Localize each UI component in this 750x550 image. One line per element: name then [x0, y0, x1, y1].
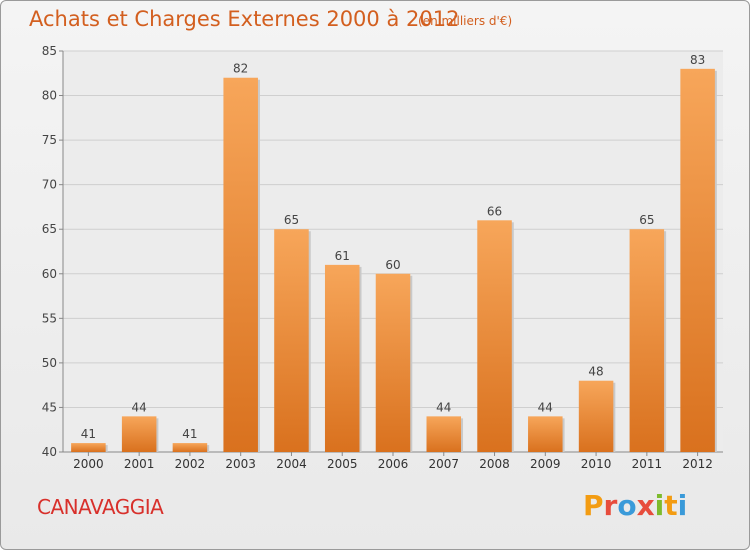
x-tick-label: 2009 — [530, 457, 561, 471]
chart-title: Achats et Charges Externes 2000 à 2012 — [29, 7, 460, 31]
data-label: 65 — [284, 213, 299, 227]
bar — [629, 229, 665, 452]
bar — [223, 77, 258, 452]
logo-letter: i — [654, 489, 665, 522]
bar — [578, 380, 614, 452]
y-tick-label: 85 — [42, 44, 57, 58]
bar — [324, 264, 360, 452]
y-tick-label: 75 — [42, 133, 57, 147]
bar — [477, 220, 512, 452]
x-tick-label: 2002 — [175, 457, 206, 471]
x-tick-label: 2005 — [327, 457, 358, 471]
bar — [274, 229, 309, 452]
bar — [426, 416, 462, 452]
data-label: 60 — [385, 258, 400, 272]
proxiti-logo: Proxiti — [583, 489, 687, 522]
y-tick-label: 45 — [42, 400, 57, 414]
y-tick-label: 60 — [42, 267, 57, 281]
y-tick-label: 80 — [42, 89, 57, 103]
logo-letter: t — [664, 489, 678, 522]
logo-letter: i — [677, 489, 688, 522]
x-tick-label: 2004 — [276, 457, 307, 471]
y-tick-label: 50 — [42, 356, 57, 370]
data-label: 82 — [233, 62, 248, 76]
bar — [528, 416, 563, 452]
data-label: 44 — [436, 400, 451, 414]
x-tick-label: 2000 — [73, 457, 104, 471]
logo-letter: P — [583, 489, 604, 522]
data-label: 65 — [639, 213, 654, 227]
data-label: 41 — [81, 427, 96, 441]
data-label: 44 — [132, 400, 147, 414]
data-label: 44 — [538, 400, 553, 414]
x-tick-label: 2008 — [479, 457, 510, 471]
x-tick-label: 2010 — [581, 457, 612, 471]
location-name: CANAVAGGIA — [37, 495, 164, 519]
bar — [71, 443, 106, 452]
x-tick-label: 2007 — [428, 457, 459, 471]
x-tick-label: 2011 — [632, 457, 663, 471]
bar — [375, 273, 411, 452]
logo-letter: x — [636, 489, 655, 522]
logo-letter: o — [617, 489, 637, 522]
x-tick-label: 2001 — [124, 457, 155, 471]
y-tick-label: 70 — [42, 178, 57, 192]
bar — [121, 416, 157, 452]
bar — [172, 443, 208, 452]
data-label: 66 — [487, 204, 502, 218]
y-tick-label: 40 — [42, 445, 57, 459]
y-tick-label: 65 — [42, 222, 57, 236]
chart-subtitle: (en milliers d'€) — [418, 14, 513, 28]
x-tick-label: 2006 — [378, 457, 409, 471]
data-label: 61 — [335, 249, 350, 263]
x-tick-label: 2012 — [682, 457, 713, 471]
bar — [680, 68, 715, 453]
x-tick-label: 2003 — [225, 457, 256, 471]
logo-letter: r — [603, 489, 618, 522]
data-label: 41 — [182, 427, 197, 441]
y-tick-label: 55 — [42, 311, 57, 325]
data-label: 48 — [588, 365, 603, 379]
data-label: 83 — [690, 53, 705, 67]
